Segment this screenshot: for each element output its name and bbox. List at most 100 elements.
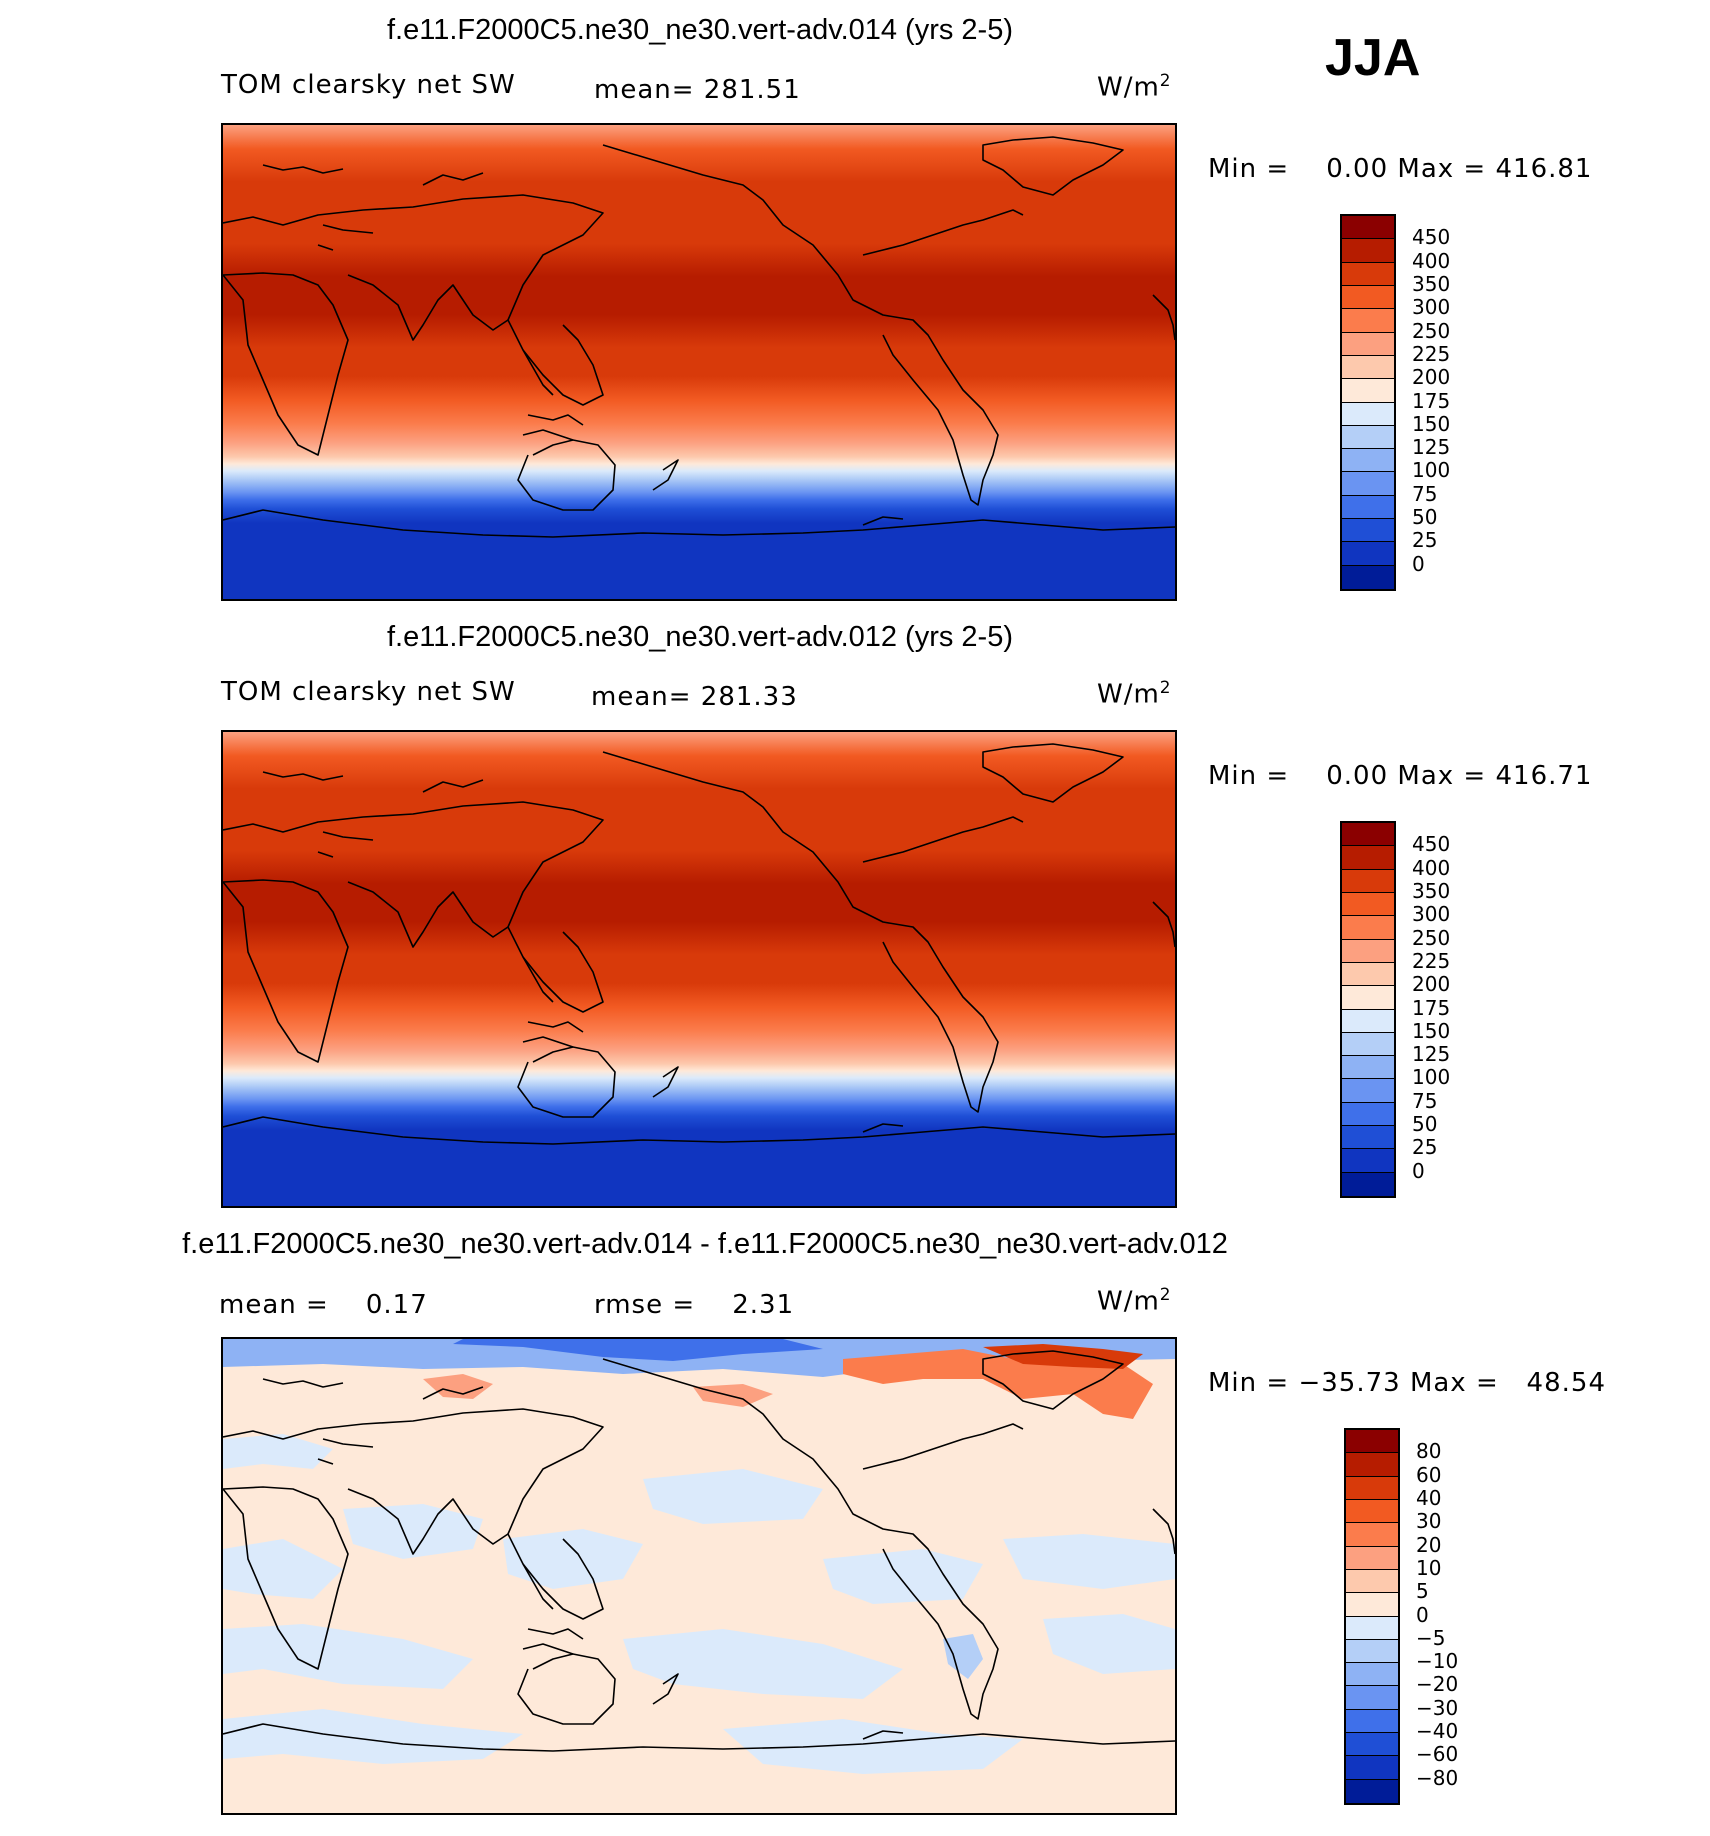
- colorbar-tick-label: 0: [1412, 1158, 1425, 1183]
- panel2-coastlines: [223, 743, 1175, 1145]
- colorbar-tick-label: 100: [1412, 458, 1451, 483]
- colorbar-tick-label: 40: [1416, 1485, 1442, 1510]
- panel3-title: f.e11.F2000C5.ne30_ne30.vert-adv.014 - f…: [182, 1228, 1228, 1260]
- colorbar-tick-label: 10: [1416, 1555, 1442, 1580]
- colorbar-swatch: [1342, 1172, 1394, 1196]
- colorbar-tick-label: −60: [1416, 1742, 1459, 1767]
- colorbar-tick-label: 75: [1412, 1088, 1438, 1113]
- panel3-map-svg: [223, 1339, 1175, 1813]
- panel2-minmax: Min = 0.00 Max = 416.71: [1208, 761, 1593, 791]
- colorbar-tick-label: 125: [1412, 435, 1451, 460]
- colorbar-swatch: [1342, 519, 1394, 543]
- colorbar-tick-label: 50: [1412, 1112, 1438, 1137]
- panel3-anomaly-patches: [223, 1339, 1175, 1774]
- colorbar-tick-label: −20: [1416, 1672, 1459, 1697]
- colorbar-tick-label: 200: [1412, 972, 1451, 997]
- colorbar-swatch: [1342, 1032, 1394, 1057]
- panel1-title: f.e11.F2000C5.ne30_ne30.vert-adv.014 (yr…: [386, 14, 1014, 46]
- colorbar-tick-label: 75: [1412, 481, 1438, 506]
- colorbar-swatch: [1346, 1430, 1398, 1454]
- season-label: JJA: [1325, 29, 1421, 87]
- panel2-field: [223, 732, 1175, 1206]
- colorbar-swatch: [1342, 565, 1394, 589]
- colorbar-swatch: [1342, 285, 1394, 310]
- panel2-colorbar-labels: 450 400 350 300 250 225 200 175 150 125 100 75 50 25 0: [1412, 821, 1472, 1198]
- panel2-title: f.e11.F2000C5.ne30_ne30.vert-adv.012 (yr…: [386, 621, 1014, 653]
- colorbar-tick-label: 400: [1412, 248, 1451, 273]
- colorbar-swatch: [1346, 1476, 1398, 1500]
- colorbar-swatch: [1346, 1733, 1398, 1757]
- panel1-mean-label: mean= 281.51: [594, 75, 801, 105]
- colorbar-tick-label: 250: [1412, 318, 1451, 343]
- panel1-colorbar: [1340, 214, 1396, 591]
- colorbar-swatch: [1342, 309, 1394, 333]
- colorbar-swatch: [1342, 402, 1394, 426]
- colorbar-tick-label: 100: [1412, 1065, 1451, 1090]
- colorbar-tick-label: 225: [1412, 341, 1451, 366]
- colorbar-swatch: [1342, 425, 1394, 450]
- colorbar-swatch: [1342, 962, 1394, 987]
- panel2-map-svg: [223, 732, 1175, 1206]
- panel1-units: W/m2: [1097, 70, 1172, 103]
- colorbar-swatch: [1346, 1593, 1398, 1617]
- colorbar-tick-label: 450: [1412, 225, 1451, 250]
- panel3-coastlines: [223, 1350, 1175, 1752]
- panel1-map: [221, 123, 1177, 601]
- colorbar-tick-label: 25: [1412, 1135, 1438, 1160]
- colorbar-tick-label: −40: [1416, 1719, 1459, 1744]
- panel1-colorbar-labels: 450 400 350 300 250 225 200 175 150 125 100 75 50 25 0: [1412, 214, 1472, 591]
- panel1-map-svg: [223, 125, 1175, 599]
- colorbar-tick-label: −80: [1416, 1765, 1459, 1790]
- panel1-variable-label: TOM clearsky net SW: [221, 70, 516, 100]
- panel3-minmax: Min = −35.73 Max = 48.54: [1208, 1368, 1606, 1398]
- colorbar-tick-label: 150: [1412, 411, 1451, 436]
- colorbar-swatch: [1342, 939, 1394, 963]
- colorbar-tick-label: 200: [1412, 365, 1451, 390]
- colorbar-tick-label: 80: [1416, 1439, 1442, 1464]
- colorbar-tick-label: 300: [1412, 295, 1451, 320]
- colorbar-swatch: [1346, 1756, 1398, 1780]
- colorbar-swatch: [1342, 1056, 1394, 1080]
- colorbar-swatch: [1346, 1569, 1398, 1594]
- colorbar-tick-label: 30: [1416, 1509, 1442, 1534]
- colorbar-tick-label: 20: [1416, 1532, 1442, 1557]
- colorbar-swatch: [1346, 1499, 1398, 1524]
- panel2-colorbar: [1340, 821, 1396, 1198]
- panel2-units: W/m2: [1097, 677, 1172, 710]
- colorbar-swatch: [1342, 1149, 1394, 1173]
- colorbar-swatch: [1342, 1079, 1394, 1103]
- colorbar-tick-label: 350: [1412, 878, 1451, 903]
- colorbar-tick-label: 50: [1412, 505, 1438, 530]
- panel3-rmse: rmse = 2.31: [594, 1290, 795, 1320]
- panel3-colorbar: [1344, 1428, 1400, 1805]
- colorbar-tick-label: −5: [1416, 1625, 1446, 1650]
- colorbar-swatch: [1342, 449, 1394, 473]
- colorbar-tick-label: 450: [1412, 832, 1451, 857]
- panel1-minmax: Min = 0.00 Max = 416.81: [1208, 154, 1593, 184]
- colorbar-swatch: [1346, 1639, 1398, 1664]
- colorbar-tick-label: 5: [1416, 1579, 1429, 1604]
- colorbar-tick-label: 150: [1412, 1018, 1451, 1043]
- colorbar-swatch: [1342, 1009, 1394, 1033]
- colorbar-tick-label: 175: [1412, 995, 1451, 1020]
- colorbar-tick-label: 400: [1412, 855, 1451, 880]
- panel3-map: [221, 1337, 1177, 1815]
- colorbar-tick-label: 250: [1412, 925, 1451, 950]
- colorbar-swatch: [1342, 379, 1394, 403]
- colorbar-swatch: [1342, 495, 1394, 520]
- colorbar-swatch: [1346, 1453, 1398, 1477]
- colorbar-swatch: [1346, 1663, 1398, 1687]
- colorbar-tick-label: −30: [1416, 1695, 1459, 1720]
- colorbar-tick-label: 175: [1412, 388, 1451, 413]
- panel3-mean: mean = 0.17: [219, 1290, 428, 1320]
- colorbar-swatch: [1342, 332, 1394, 356]
- panel3-units: W/m2: [1097, 1284, 1172, 1317]
- colorbar-swatch: [1346, 1686, 1398, 1710]
- colorbar-tick-label: 125: [1412, 1042, 1451, 1067]
- colorbar-swatch: [1346, 1546, 1398, 1570]
- colorbar-tick-label: 300: [1412, 902, 1451, 927]
- panel3-colorbar-labels: 80 60 40 30 20 10 5 0 −5 −10 −20 −30 −40 −60 −80: [1416, 1428, 1486, 1805]
- colorbar-tick-label: 0: [1412, 551, 1425, 576]
- panel1-field: [223, 125, 1175, 599]
- colorbar-swatch: [1342, 869, 1394, 893]
